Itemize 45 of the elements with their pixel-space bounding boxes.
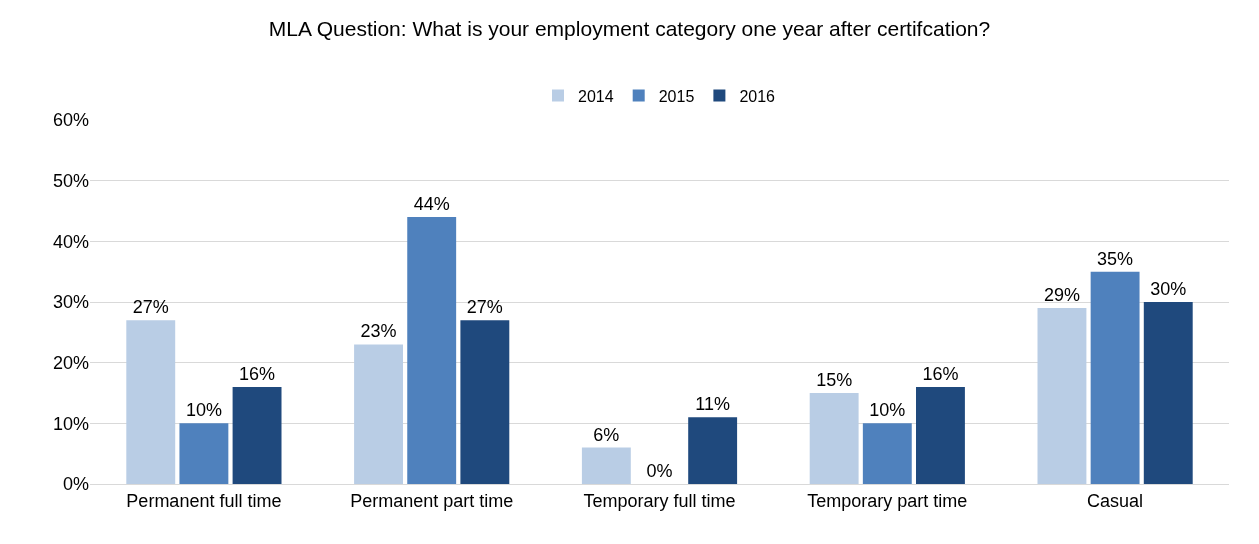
y-tick-label: 50%: [52, 170, 89, 191]
bar: [809, 393, 859, 484]
y-tick-label: 60%: [52, 110, 89, 131]
legend-label: 2015: [658, 87, 695, 105]
data-label: 27%: [466, 297, 503, 318]
data-label: 11%: [695, 394, 730, 415]
data-label: 10%: [185, 400, 222, 421]
data-label: 15%: [816, 370, 853, 390]
bar: [1090, 271, 1140, 484]
x-tick-label: Casual: [1087, 490, 1144, 511]
x-tick-label: Permanent part time: [350, 490, 514, 511]
x-tick-label: Permanent full time: [126, 490, 282, 511]
y-tick-label: 30%: [52, 292, 89, 313]
bar: [354, 344, 403, 484]
y-tick-label: 20%: [52, 352, 89, 373]
data-label: 35%: [1097, 248, 1134, 269]
data-label: 16%: [239, 363, 276, 384]
bar: [460, 320, 510, 484]
y-tick-label: 0%: [62, 474, 89, 495]
legend-label: 2014: [578, 87, 614, 105]
bar: [407, 217, 457, 484]
bar: [126, 320, 176, 484]
data-label: 10%: [869, 400, 906, 421]
data-label: 0%: [646, 461, 673, 481]
data-label: 29%: [1043, 285, 1080, 306]
chart-title: MLA Question: What is your employment category one year after certifcation?: [268, 17, 991, 41]
bar: [179, 423, 229, 484]
data-label: 27%: [132, 297, 169, 318]
data-label: 30%: [1150, 279, 1187, 299]
data-label: 16%: [922, 363, 959, 384]
legend-label: 2016: [739, 87, 776, 105]
x-tick-label: Temporary full time: [583, 490, 736, 511]
y-tick-label: 10%: [52, 413, 89, 434]
bar: [581, 447, 631, 484]
y-tick-label: 40%: [52, 231, 89, 252]
bar: [1037, 308, 1087, 484]
data-label: 6%: [593, 424, 620, 445]
bar: [688, 417, 738, 484]
bar: [232, 386, 282, 484]
x-tick-label: Temporary part time: [807, 490, 968, 511]
bar: [1143, 302, 1193, 484]
data-label: 23%: [360, 321, 397, 342]
bar: [862, 423, 912, 484]
data-label: 44%: [413, 194, 450, 215]
bar: [916, 386, 965, 484]
